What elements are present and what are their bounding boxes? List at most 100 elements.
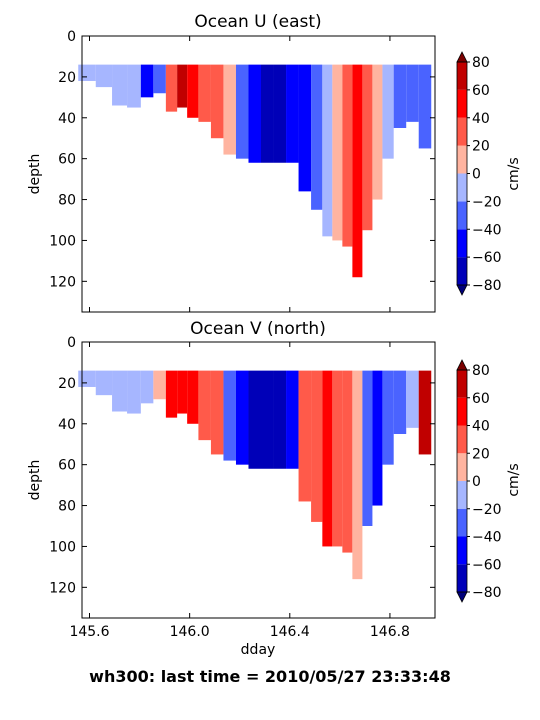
data-cell xyxy=(362,64,373,231)
colorbar-segment xyxy=(457,229,467,258)
colorbar-segment xyxy=(457,536,467,565)
data-cell xyxy=(261,370,274,469)
y-tick-label: 0 xyxy=(67,29,76,45)
plot-frame xyxy=(81,341,436,619)
x-tick-label: 145.6 xyxy=(69,624,109,640)
colorbar-label: cm/s xyxy=(506,157,522,190)
y-tick-label: 60 xyxy=(58,152,76,168)
x-tick-label: 146.4 xyxy=(270,624,310,640)
colorbar-tick-label: 60 xyxy=(472,391,490,407)
y-tick-label: 0 xyxy=(67,335,76,351)
colorbar-tick-label: 40 xyxy=(472,111,490,127)
data-cell xyxy=(177,370,188,414)
data-cell xyxy=(198,370,211,441)
colorbar-tick-label: −20 xyxy=(472,194,502,210)
data-cell xyxy=(223,370,236,461)
data-cell xyxy=(342,64,353,247)
y-tick-label: 40 xyxy=(58,417,76,433)
y-tick-label: 100 xyxy=(49,233,76,249)
data-cell xyxy=(248,64,262,163)
x-ticks xyxy=(89,36,391,312)
colorbar-segment xyxy=(457,453,467,481)
data-cell xyxy=(187,64,199,118)
colorbar-segment xyxy=(457,117,467,146)
y-ticks: 0 20 40 60 80 100 120 xyxy=(49,29,435,290)
colorbar-over-extension xyxy=(456,359,468,371)
data-cell xyxy=(286,370,299,469)
data-cell xyxy=(322,370,333,547)
colorbar-tick-label: 0 xyxy=(472,167,481,183)
colorbar-tick-label: 80 xyxy=(472,55,490,71)
y-tick-label: 60 xyxy=(58,458,76,474)
data-cell xyxy=(406,64,419,122)
data-cell xyxy=(112,370,128,412)
data-cell xyxy=(342,370,353,553)
colorbar-segment xyxy=(457,173,467,202)
colorbar-segment xyxy=(457,508,467,537)
colorbar-tick-label: −80 xyxy=(472,585,502,601)
colorbar-tick-label: −60 xyxy=(472,557,502,573)
data-cell xyxy=(165,370,178,418)
y-tick-label: 80 xyxy=(58,193,76,209)
colorbar-tick-label: −40 xyxy=(472,222,502,238)
colorbar-segment xyxy=(457,397,467,426)
colorbar-label: cm/s xyxy=(506,463,522,496)
data-cell xyxy=(165,64,178,112)
colorbar-segment xyxy=(457,89,467,118)
data-cell xyxy=(78,370,96,387)
data-cell xyxy=(210,370,224,455)
colorbar-tick-label: −20 xyxy=(472,502,502,518)
x-ticks: 145.6 146.0 146.4 146.8 xyxy=(69,342,410,640)
data-cell xyxy=(235,370,249,465)
data-cell xyxy=(322,64,333,237)
data-cell xyxy=(418,64,432,149)
colorbar-tick-label: 40 xyxy=(472,419,490,435)
colorbar-tick-label: 20 xyxy=(472,446,490,462)
data-cell xyxy=(418,370,432,455)
data-cell xyxy=(177,64,188,108)
plot-frame xyxy=(81,35,436,313)
data-cell xyxy=(127,370,141,414)
colorbar-tick-label: −40 xyxy=(472,530,502,546)
colorbar: 80 60 40 20 0 −20 −40 −60 −80 xyxy=(456,51,502,296)
panel-title: Ocean U (east) xyxy=(194,12,321,32)
colorbar-tick-label: 60 xyxy=(472,83,490,99)
data-cell xyxy=(235,64,249,159)
colorbar-under-extension xyxy=(456,591,468,603)
panel-ocean-v: Ocean V (north) 0 20 40 60 80 100 120 145.6 146… xyxy=(27,319,522,658)
colorbar-over-extension xyxy=(456,51,468,63)
figure-suptitle: wh300: last time = 2010/05/27 23:33:48 xyxy=(89,667,451,686)
data-cell xyxy=(273,370,287,469)
data-cell xyxy=(286,64,299,163)
data-cell xyxy=(95,64,113,88)
data-cell xyxy=(210,64,224,139)
data-cell xyxy=(78,64,96,81)
colorbar-tick-label: 0 xyxy=(472,474,481,490)
colorbar-segment xyxy=(457,564,467,592)
data-cell xyxy=(372,64,383,200)
y-tick-label: 20 xyxy=(58,70,76,86)
data-cell xyxy=(298,64,312,192)
data-cell xyxy=(406,370,419,428)
colorbar-under-extension xyxy=(456,284,468,296)
y-ticks: 0 20 40 60 80 100 120 xyxy=(49,335,435,596)
data-cell xyxy=(261,64,274,163)
data-cell xyxy=(311,64,323,210)
data-cell xyxy=(248,370,262,469)
data-cell xyxy=(372,370,383,506)
data-cell xyxy=(382,64,394,159)
colorbar-segment xyxy=(457,145,467,174)
data-cells xyxy=(78,64,432,278)
data-cell xyxy=(332,370,343,547)
colorbar-tick-label: −60 xyxy=(472,250,502,266)
y-tick-label: 100 xyxy=(49,539,76,555)
x-tick-label: 146.8 xyxy=(370,624,410,640)
data-cell xyxy=(311,370,323,522)
y-tick-label: 40 xyxy=(58,111,76,127)
data-cells xyxy=(78,370,432,580)
colorbar-segment xyxy=(457,201,467,230)
data-cell xyxy=(187,370,199,424)
data-cell xyxy=(153,64,166,94)
y-tick-label: 20 xyxy=(58,376,76,392)
